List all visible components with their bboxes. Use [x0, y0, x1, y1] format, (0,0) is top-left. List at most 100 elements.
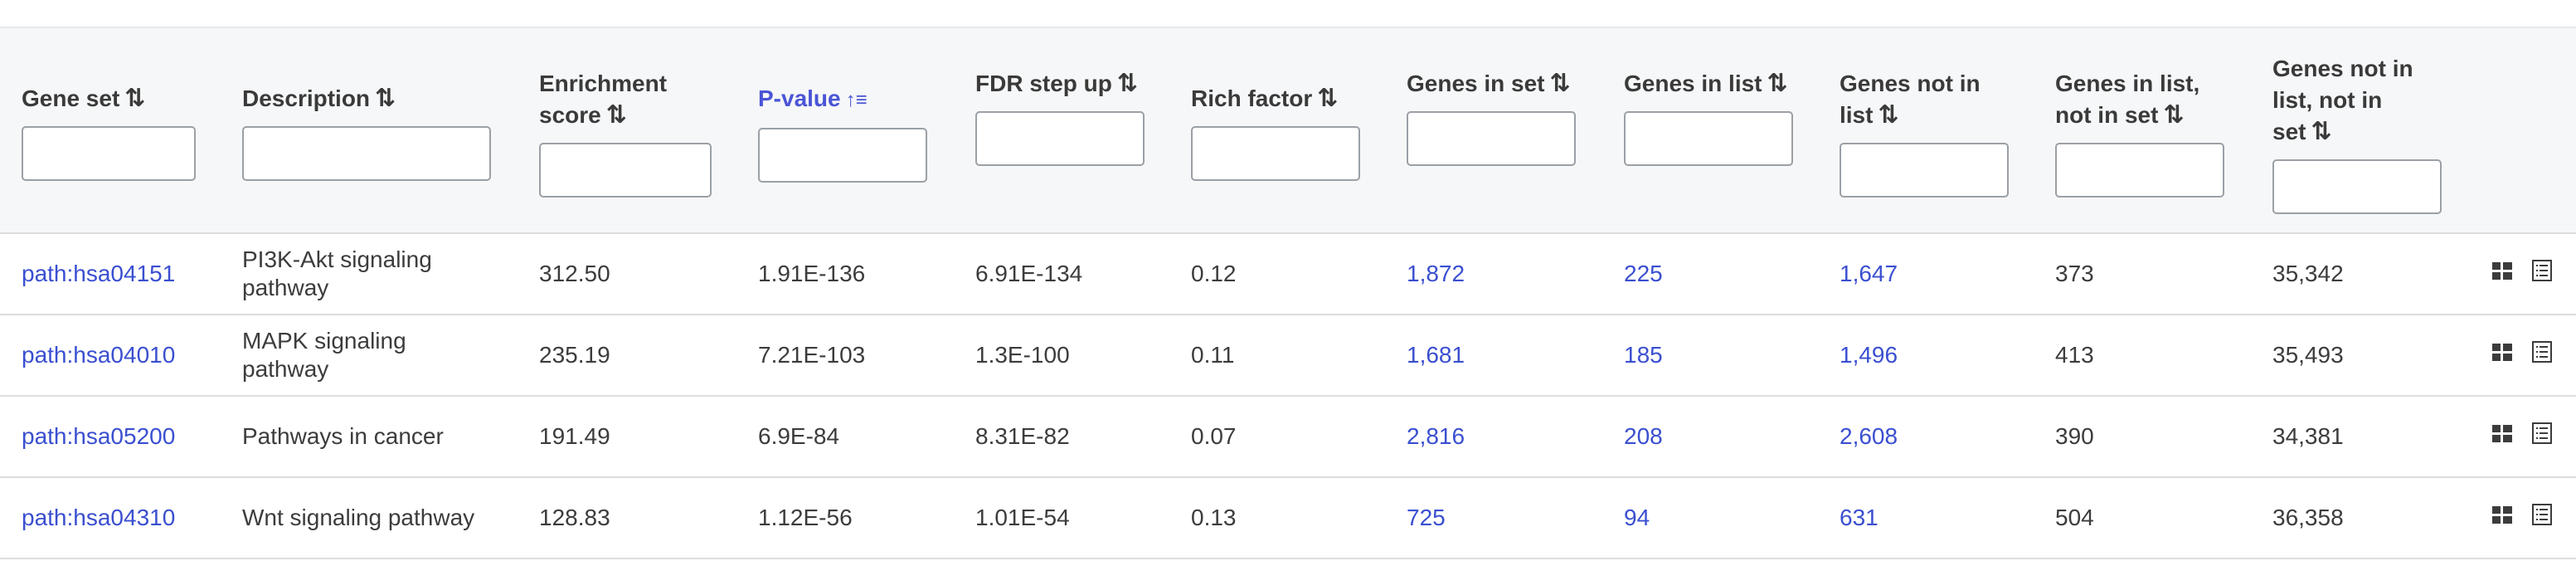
- genes-not-in-list-filter-input[interactable]: [1840, 143, 2009, 198]
- sort-icon[interactable]: ⇅: [2311, 118, 2332, 145]
- not-in-list-not-in-set-cell: 35,342: [2251, 233, 2448, 315]
- genes-not-in-list-link[interactable]: 2,608: [1818, 396, 2034, 478]
- row-actions: [2448, 315, 2576, 397]
- column-p-value-header[interactable]: P-value ↑≡: [758, 85, 868, 111]
- grid-view-icon[interactable]: [2491, 422, 2513, 451]
- column-in-list-not-in-set: Genes in list, not in set ⇅: [2034, 27, 2251, 234]
- column-p-value: P-value ↑≡: [736, 27, 954, 234]
- row-actions: [2448, 233, 2576, 315]
- column-genes-in-list-header[interactable]: Genes in list ⇅: [1624, 70, 1788, 97]
- column-rich-factor-header[interactable]: Rich factor ⇅: [1191, 85, 1339, 112]
- fdr-cell: 1.01E-54: [954, 477, 1169, 559]
- list-view-icon[interactable]: [2531, 259, 2553, 289]
- gene-set-link[interactable]: path:hsa04151: [0, 233, 221, 315]
- description-cell: PI3K-Akt signaling pathway: [221, 233, 518, 315]
- sort-icon[interactable]: ⇅: [2163, 101, 2185, 129]
- p-value-cell: 6.9E-84: [736, 396, 954, 478]
- list-view-icon[interactable]: [2531, 340, 2553, 370]
- in-list-not-in-set-cell: 413: [2034, 315, 2251, 397]
- description-filter-input[interactable]: [242, 126, 491, 181]
- genes-not-in-list-link[interactable]: 1,647: [1818, 233, 2034, 315]
- table-row: path:hsa04151 PI3K-Akt signaling pathway…: [0, 233, 2576, 315]
- sort-icon[interactable]: ⇅: [375, 85, 396, 112]
- enrichment-score-cell: 312.50: [518, 233, 736, 315]
- genes-not-in-list-link[interactable]: 631: [1818, 477, 2034, 559]
- column-genes-in-set-header[interactable]: Genes in set ⇅: [1407, 70, 1571, 97]
- column-genes-in-set: Genes in set ⇅: [1385, 27, 1602, 234]
- sort-icon[interactable]: ⇅: [1317, 85, 1339, 112]
- column-genes-not-in-list-header[interactable]: Genes not in list ⇅: [1840, 71, 1981, 129]
- genes-in-list-filter-input[interactable]: [1624, 111, 1793, 166]
- genes-in-set-link[interactable]: 1,681: [1385, 315, 1602, 397]
- header-row: Gene set ⇅ Description ⇅ Enrichment score ⇅: [0, 27, 2576, 234]
- p-value-cell: 1.12E-56: [736, 477, 954, 559]
- row-actions: [2448, 477, 2576, 559]
- row-actions: [2448, 396, 2576, 478]
- top-spacer: [0, 0, 2576, 27]
- genes-in-set-filter-input[interactable]: [1407, 111, 1576, 166]
- not-in-list-not-in-set-cell: 34,381: [2251, 396, 2448, 478]
- fdr-filter-input[interactable]: [975, 111, 1145, 166]
- rich-factor-filter-input[interactable]: [1191, 126, 1360, 181]
- grid-view-icon[interactable]: [2491, 341, 2513, 369]
- sort-icon[interactable]: ⇅: [1767, 70, 1788, 97]
- sort-ascending-icon[interactable]: ↑≡: [845, 89, 868, 111]
- genes-in-set-link[interactable]: 2,816: [1385, 396, 1602, 478]
- column-enrichment-score-header[interactable]: Enrichment score ⇅: [539, 71, 668, 129]
- in-list-not-in-set-cell: 504: [2034, 477, 2251, 559]
- genes-in-list-link[interactable]: 208: [1602, 396, 1818, 478]
- column-rich-factor: Rich factor ⇅: [1169, 27, 1385, 234]
- sort-icon[interactable]: ⇅: [1549, 70, 1571, 97]
- gene-set-link[interactable]: path:hsa04310: [0, 477, 221, 559]
- column-in-list-not-in-set-header[interactable]: Genes in list, not in set ⇅: [2055, 71, 2200, 129]
- not-in-list-not-in-set-cell: 35,493: [2251, 315, 2448, 397]
- column-description: Description ⇅: [221, 27, 518, 234]
- genes-in-list-link[interactable]: 185: [1602, 315, 1818, 397]
- column-enrichment-score: Enrichment score ⇅: [518, 27, 736, 234]
- rich-factor-cell: 0.12: [1169, 233, 1385, 315]
- grid-view-icon[interactable]: [2491, 504, 2513, 532]
- description-cell: Wnt signaling pathway: [221, 477, 518, 559]
- column-not-in-list-not-in-set-header[interactable]: Genes not in list, not in set ⇅: [2272, 56, 2413, 145]
- fdr-cell: 8.31E-82: [954, 396, 1169, 478]
- column-fdr-header[interactable]: FDR step up ⇅: [975, 70, 1139, 97]
- not-in-list-not-in-set-filter-input[interactable]: [2272, 159, 2442, 214]
- column-genes-not-in-list: Genes not in list ⇅: [1818, 27, 2034, 234]
- sort-icon[interactable]: ⇅: [124, 85, 146, 112]
- p-value-cell: 1.91E-136: [736, 233, 954, 315]
- column-gene-set-header[interactable]: Gene set ⇅: [22, 85, 146, 112]
- sort-icon[interactable]: ⇅: [1878, 101, 1899, 129]
- not-in-list-not-in-set-cell: 36,358: [2251, 477, 2448, 559]
- genes-in-set-link[interactable]: 1,872: [1385, 233, 1602, 315]
- enrichment-score-filter-input[interactable]: [539, 143, 712, 198]
- genes-in-set-link[interactable]: 725: [1385, 477, 1602, 559]
- column-actions: [2448, 27, 2576, 234]
- column-genes-in-list: Genes in list ⇅: [1602, 27, 1818, 234]
- description-cell: Pathways in cancer: [221, 396, 518, 478]
- sort-icon[interactable]: ⇅: [605, 101, 627, 129]
- column-description-header[interactable]: Description ⇅: [242, 85, 396, 112]
- genes-in-list-link[interactable]: 94: [1602, 477, 1818, 559]
- grid-view-icon[interactable]: [2491, 260, 2513, 288]
- fdr-cell: 1.3E-100: [954, 315, 1169, 397]
- gene-set-filter-input[interactable]: [22, 126, 196, 181]
- enrichment-score-cell: 191.49: [518, 396, 736, 478]
- table-row: path:hsa04010 MAPK signaling pathway 235…: [0, 315, 2576, 397]
- genes-in-list-link[interactable]: 225: [1602, 233, 1818, 315]
- sort-icon[interactable]: ⇅: [1116, 70, 1139, 97]
- in-list-not-in-set-filter-input[interactable]: [2055, 143, 2224, 198]
- rich-factor-cell: 0.07: [1169, 396, 1385, 478]
- gene-set-link[interactable]: path:hsa04010: [0, 315, 221, 397]
- list-view-icon[interactable]: [2531, 503, 2553, 533]
- description-cell: MAPK signaling pathway: [221, 315, 518, 397]
- rich-factor-cell: 0.13: [1169, 477, 1385, 559]
- p-value-filter-input[interactable]: [758, 128, 927, 183]
- genes-not-in-list-link[interactable]: 1,496: [1818, 315, 2034, 397]
- p-value-cell: 7.21E-103: [736, 315, 954, 397]
- enrichment-results-table: Gene set ⇅ Description ⇅ Enrichment score ⇅: [0, 27, 2576, 559]
- rich-factor-cell: 0.11: [1169, 315, 1385, 397]
- in-list-not-in-set-cell: 373: [2034, 233, 2251, 315]
- gene-set-link[interactable]: path:hsa05200: [0, 396, 221, 478]
- enrichment-score-cell: 128.83: [518, 477, 736, 559]
- list-view-icon[interactable]: [2531, 422, 2553, 451]
